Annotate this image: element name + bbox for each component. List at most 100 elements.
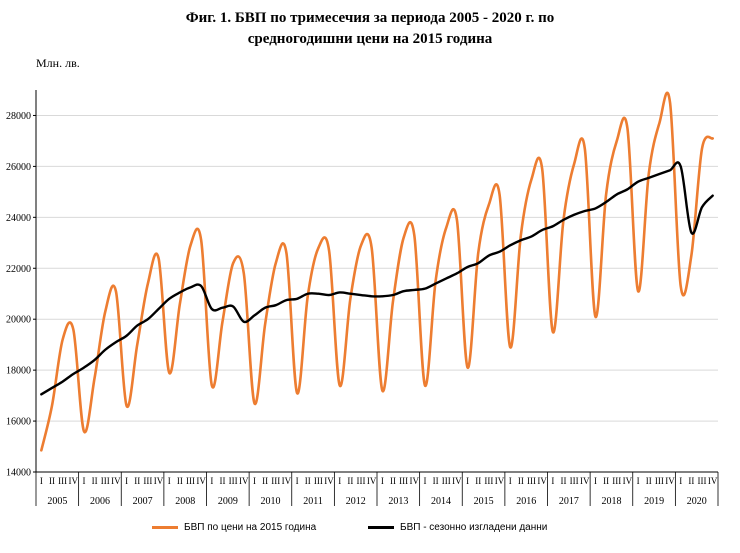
y-tick-label: 24000 [6, 213, 31, 224]
x-year-label: 2017 [559, 496, 579, 507]
x-quarter-label: I [168, 476, 171, 486]
x-year-label: 2019 [644, 496, 664, 507]
x-axis-ticks: I II III IV I II III IV I II III IV I II III IV I II III IV… [35, 472, 719, 507]
x-quarter-label: IV [239, 476, 249, 486]
x-year-label: 2011 [303, 496, 323, 507]
x-year-label: 2005 [47, 496, 67, 507]
x-year-label: 2007 [133, 496, 153, 507]
x-year-label: 2015 [474, 496, 494, 507]
x-quarter-label: III [357, 476, 366, 486]
x-quarter-label: IV [537, 476, 547, 486]
y-tick-label: 20000 [6, 315, 31, 326]
x-quarter-label: II [305, 476, 311, 486]
x-quarter-label: III [229, 476, 238, 486]
x-quarter-label: I [594, 476, 597, 486]
legend-swatch-sa [368, 526, 394, 529]
x-quarter-label: II [433, 476, 439, 486]
y-axis-ticks: 14000 16000 18000 20000 22000 24000 26000 28000 [6, 111, 36, 479]
x-quarter-label: I [551, 476, 554, 486]
gridlines [36, 114, 718, 422]
x-year-label: 2014 [431, 496, 451, 507]
x-quarter-label: II [177, 476, 183, 486]
x-quarter-label: I [82, 476, 85, 486]
y-tick-label: 26000 [6, 162, 31, 173]
x-quarter-label: III [101, 476, 110, 486]
x-quarter-label: III [527, 476, 536, 486]
x-quarter-label: IV [665, 476, 675, 486]
x-quarter-label: II [49, 476, 55, 486]
x-quarter-label: I [466, 476, 469, 486]
x-quarter-label: II [134, 476, 140, 486]
x-quarter-label: II [475, 476, 481, 486]
x-quarter-label: IV [282, 476, 292, 486]
x-quarter-label: III [271, 476, 280, 486]
x-quarter-label: I [125, 476, 128, 486]
x-quarter-label: II [560, 476, 566, 486]
x-quarter-label: III [399, 476, 408, 486]
x-quarter-label: II [390, 476, 396, 486]
x-quarter-label: III [698, 476, 707, 486]
x-quarter-label: III [58, 476, 67, 486]
x-quarter-label: I [381, 476, 384, 486]
x-quarter-label: I [509, 476, 512, 486]
legend-swatch-gdp [152, 526, 178, 529]
y-axis-unit-label: Млн. лв. [36, 56, 80, 70]
x-quarter-label: IV [410, 476, 420, 486]
x-quarter-label: I [210, 476, 213, 486]
legend-label-sa: БВП - сезонно изгладени данни [400, 522, 548, 533]
x-quarter-label: IV [196, 476, 206, 486]
x-quarter-label: III [143, 476, 152, 486]
x-quarter-label: III [314, 476, 323, 486]
y-tick-label: 18000 [6, 366, 31, 377]
x-quarter-label: III [442, 476, 451, 486]
x-year-label: 2012 [346, 496, 366, 507]
y-tick-label: 28000 [6, 111, 31, 122]
x-quarter-label: I [40, 476, 43, 486]
x-quarter-label: III [484, 476, 493, 486]
x-quarter-label: I [296, 476, 299, 486]
x-year-label: 2010 [260, 496, 280, 507]
x-quarter-label: III [570, 476, 579, 486]
x-quarter-label: I [679, 476, 682, 486]
x-quarter-label: IV [69, 476, 79, 486]
x-quarter-label: II [262, 476, 268, 486]
legend-item-sa: БВП - сезонно изгладени данни [368, 522, 547, 533]
x-quarter-label: IV [580, 476, 590, 486]
x-quarter-label: II [646, 476, 652, 486]
x-quarter-label: II [219, 476, 225, 486]
chart-title: Фиг. 1. БВП по тримесечия за периода 200… [0, 8, 740, 50]
y-tick-label: 16000 [6, 417, 31, 428]
series-line-gdp [40, 91, 714, 452]
legend: БВП по цени на 2015 година БВП - сезонно… [0, 522, 740, 542]
x-quarter-label: II [603, 476, 609, 486]
x-quarter-label: III [186, 476, 195, 486]
x-quarter-label: II [92, 476, 98, 486]
x-quarter-label: IV [623, 476, 633, 486]
x-year-label: 2009 [218, 496, 238, 507]
x-quarter-label: II [518, 476, 524, 486]
x-quarter-label: IV [495, 476, 505, 486]
x-quarter-label: I [253, 476, 256, 486]
chart-title-line2: средногодишни цени на 2015 година [247, 31, 493, 47]
x-year-label: 2008 [175, 496, 195, 507]
x-quarter-label: III [612, 476, 621, 486]
x-quarter-label: IV [367, 476, 377, 486]
chart-title-line1: Фиг. 1. БВП по тримесечия за периода 200… [185, 10, 555, 26]
x-quarter-label: IV [708, 476, 718, 486]
x-quarter-label: IV [452, 476, 462, 486]
x-quarter-label: I [637, 476, 640, 486]
x-quarter-label: IV [324, 476, 334, 486]
legend-label-gdp: БВП по цени на 2015 година [184, 522, 317, 533]
legend-item-gdp: БВП по цени на 2015 година [152, 522, 316, 533]
x-year-label: 2013 [388, 496, 408, 507]
x-quarter-label: I [423, 476, 426, 486]
y-tick-label: 22000 [6, 264, 31, 275]
y-tick-label: 14000 [6, 468, 31, 479]
series-lines [40, 91, 714, 452]
series-line-seasonally-adjusted [40, 161, 714, 396]
x-quarter-label: III [655, 476, 664, 486]
x-quarter-label: IV [154, 476, 164, 486]
x-year-label: 2020 [687, 496, 707, 507]
x-year-label: 2006 [90, 496, 110, 507]
